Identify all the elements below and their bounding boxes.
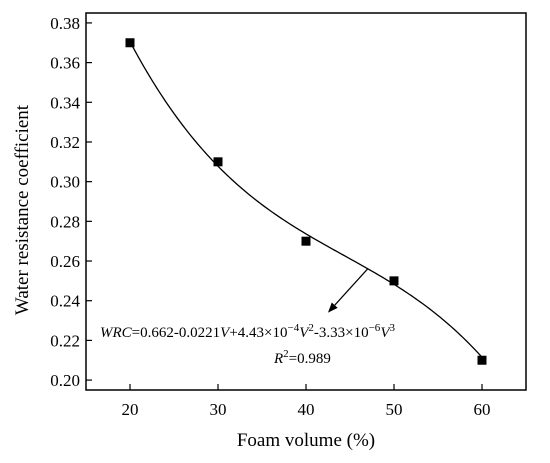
y-tick-label: 0.38	[50, 14, 80, 33]
x-tick-label: 40	[298, 400, 315, 419]
y-tick-label: 0.32	[50, 133, 80, 152]
y-tick-label: 0.20	[50, 371, 80, 390]
x-tick-label: 20	[122, 400, 139, 419]
y-tick-label: 0.30	[50, 173, 80, 192]
y-axis-title: Water resistance coefficient	[12, 104, 33, 315]
fit-curve	[129, 41, 483, 358]
y-tick-label: 0.34	[50, 93, 80, 112]
x-tick-label: 60	[474, 400, 491, 419]
data-point	[301, 236, 311, 246]
y-tick-label: 0.28	[50, 212, 80, 231]
y-axis-ticks: 0.20 0.22 0.24 0.26 0.28 0.30 0.32 0.34 0.36 0.38	[50, 14, 92, 390]
data-point	[477, 355, 487, 365]
y-tick-label: 0.24	[50, 292, 80, 311]
data-point	[213, 157, 223, 167]
y-tick-label: 0.26	[50, 252, 80, 271]
annotation-arrow	[328, 268, 369, 313]
data-point	[389, 276, 399, 286]
y-tick-label: 0.36	[50, 54, 80, 73]
x-tick-label: 50	[386, 400, 403, 419]
x-tick-label: 30	[210, 400, 227, 419]
plot-frame	[85, 12, 527, 391]
r-squared: R2=0.989	[273, 348, 331, 367]
x-axis-title: Foam volume (%)	[237, 430, 375, 451]
fit-equation: WRC=0.662-0.0221V+4.43×10−4V2-3.33×10−6V…	[100, 322, 395, 341]
data-points	[125, 38, 487, 365]
data-point	[125, 38, 135, 48]
y-tick-label: 0.22	[50, 331, 80, 350]
x-axis-ticks: 20 30 40 50 60	[122, 384, 491, 419]
